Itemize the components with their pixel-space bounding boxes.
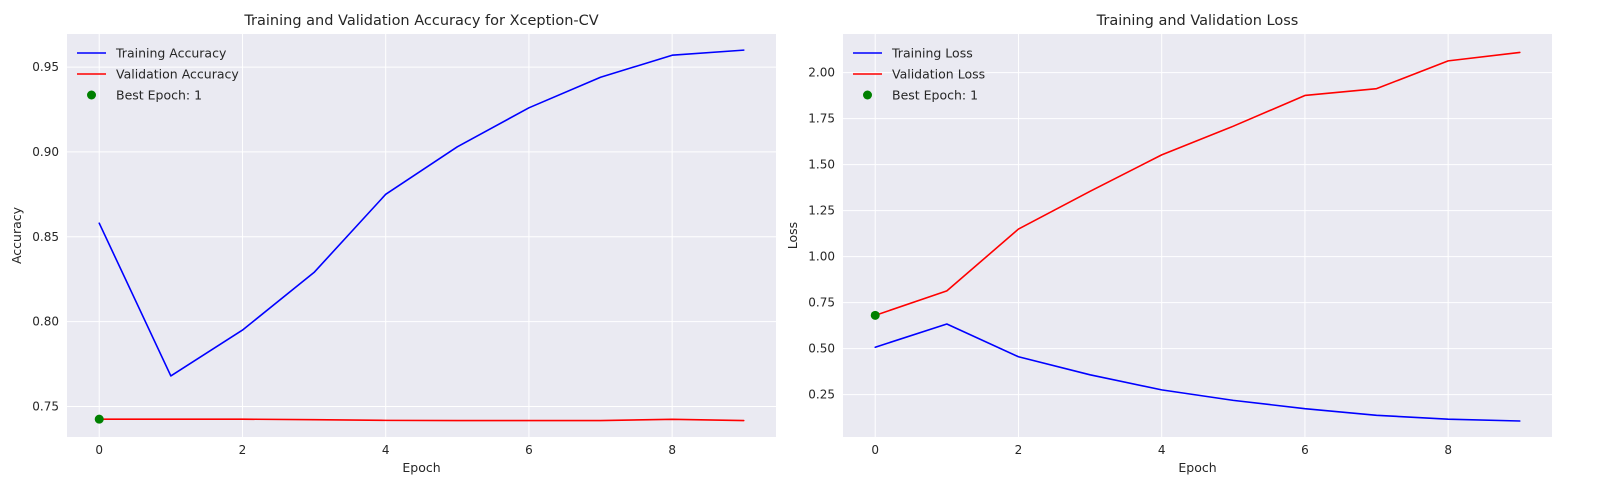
loss-y-tick-label: 1.50 bbox=[808, 158, 835, 172]
accuracy-best-epoch-legend-label: Best Epoch: 1 bbox=[116, 88, 202, 103]
loss-best-epoch-marker bbox=[870, 310, 880, 320]
accuracy-y-tick-label: 0.90 bbox=[32, 145, 59, 159]
training-accuracy-legend-label: Training Accuracy bbox=[115, 46, 227, 61]
loss-x-axis-label: Epoch bbox=[1178, 460, 1216, 475]
accuracy-best-epoch-legend-marker bbox=[87, 90, 96, 100]
loss-chart-title: Training and Validation Loss bbox=[1096, 13, 1299, 29]
validation-accuracy-line bbox=[98, 418, 745, 422]
accuracy-x-tick-label: 8 bbox=[668, 443, 676, 457]
accuracy-y-tick-label: 0.80 bbox=[32, 315, 59, 329]
validation-loss-line bbox=[874, 51, 1521, 317]
accuracy-chart-title: Training and Validation Accuracy for Xce… bbox=[243, 13, 598, 29]
loss-x-tick-label: 6 bbox=[1301, 443, 1309, 457]
loss-y-tick-label: 0.75 bbox=[808, 296, 835, 310]
loss-y-tick-label: 1.75 bbox=[808, 112, 835, 126]
training-loss-line bbox=[874, 323, 1521, 422]
loss-y-tick-label: 1.25 bbox=[808, 204, 835, 218]
loss-x-tick-label: 0 bbox=[871, 443, 879, 457]
accuracy-plot-area bbox=[67, 34, 776, 437]
validation-accuracy-legend-label: Validation Accuracy bbox=[116, 67, 239, 82]
accuracy-y-tick-label: 0.85 bbox=[32, 230, 59, 244]
loss-y-tick-label: 0.25 bbox=[808, 388, 835, 402]
accuracy-x-tick-label: 4 bbox=[382, 443, 390, 457]
accuracy-x-tick-label: 0 bbox=[95, 443, 103, 457]
training-accuracy-line bbox=[98, 49, 745, 377]
accuracy-y-tick-label: 0.95 bbox=[32, 60, 59, 74]
loss-y-tick-label: 2.00 bbox=[808, 66, 835, 80]
loss-chart: 0 2 4 6 8 0.25 0.50 0.75 1.00 1.25 1.50 1.75 2.00 Tra… bbox=[785, 13, 1552, 475]
loss-x-tick-label: 8 bbox=[1444, 443, 1452, 457]
loss-x-tick-label: 4 bbox=[1158, 443, 1166, 457]
loss-plot-area bbox=[843, 34, 1552, 437]
accuracy-x-axis-label: Epoch bbox=[402, 460, 440, 475]
loss-y-tick-label: 1.00 bbox=[808, 250, 835, 264]
accuracy-y-tick-label: 0.75 bbox=[32, 399, 59, 413]
accuracy-best-epoch-marker bbox=[94, 414, 104, 424]
loss-best-epoch-legend-marker bbox=[863, 90, 872, 100]
accuracy-chart: 0 2 4 6 8 0.75 0.80 0.85 0.90 0.95 Training and Va… bbox=[9, 13, 776, 475]
accuracy-x-tick-label: 6 bbox=[525, 443, 533, 457]
training-loss-legend-label: Training Loss bbox=[891, 46, 973, 61]
loss-x-tick-label: 2 bbox=[1015, 443, 1023, 457]
accuracy-y-axis-label: Accuracy bbox=[9, 206, 24, 264]
accuracy-x-tick-label: 2 bbox=[239, 443, 247, 457]
loss-best-epoch-legend-label: Best Epoch: 1 bbox=[892, 88, 978, 103]
validation-loss-legend-label: Validation Loss bbox=[892, 67, 985, 82]
loss-y-tick-label: 0.50 bbox=[808, 342, 835, 356]
loss-y-axis-label: Loss bbox=[785, 222, 800, 249]
